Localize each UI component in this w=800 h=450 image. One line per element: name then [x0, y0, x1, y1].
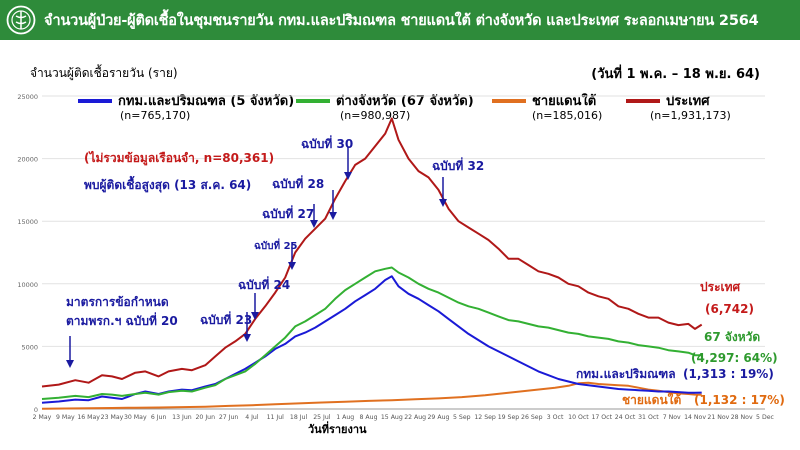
x-tick-label: 5 Sep: [453, 414, 471, 421]
x-tick-label: 17 Oct: [591, 414, 612, 421]
decree-arrowhead: [288, 262, 296, 270]
series-line: [41, 117, 703, 388]
legend-swatch-provinces: [296, 98, 330, 103]
x-tick-label: 15 Aug: [381, 414, 403, 421]
x-tick-label: 30 May: [124, 414, 147, 421]
page-title: จำนวนผู้ป่วย-ผู้ติดเชื้อในชุมชนรายวัน กท…: [44, 12, 759, 29]
x-tick-label: 18 Jul: [290, 414, 308, 421]
x-tick-label: 11 Jul: [267, 414, 285, 421]
decree-arrowhead: [310, 220, 318, 228]
decree-label: ฉบับที่ 30: [301, 135, 353, 151]
decree-label: ฉบับที่ 28: [272, 175, 324, 191]
x-tick-label: 22 Aug: [404, 414, 426, 421]
x-tick-label: 28 Nov: [731, 414, 753, 421]
x-tick-label: 27 Jun: [219, 414, 239, 421]
x-tick-label: 20 Jun: [196, 414, 216, 421]
decree-label: ฉบับที่ 23: [200, 311, 252, 327]
x-tick-label: 14 Nov: [684, 414, 706, 421]
legend-label-provinces: ต่างจังหวัด (67 จังหวัด): [336, 94, 474, 109]
x-tick-label: 16 May: [77, 414, 100, 421]
y-tick-label: 0: [34, 406, 38, 414]
x-axis-title: วันที่รายงาน: [308, 423, 367, 436]
x-tick-label: 4 Jul: [245, 414, 259, 421]
legend-label-bkk: กทม.และปริมณฑล (5 จังหวัด): [118, 94, 295, 109]
decree-arrowhead: [329, 212, 337, 220]
legend-label-country: ประเทศ: [666, 94, 710, 109]
note-prison-excluded: (ไม่รวมข้อมูลเรือนจำ, n=80,361): [84, 150, 274, 166]
measure-arrowhead: [66, 360, 74, 368]
y-tick-label: 20000: [17, 156, 38, 164]
y-tick-label: 15000: [17, 218, 38, 226]
legend-item-south: ชายแดนใต้: [492, 90, 596, 111]
end-value-country: (6,742): [705, 302, 754, 316]
legend-item-bkk: กทม.และปริมณฑล (5 จังหวัด): [78, 90, 294, 111]
x-tick-label: 5 Dec: [756, 414, 774, 421]
legend-n-bkk: (n=765,170): [120, 109, 191, 122]
y-tick-label: 25000: [17, 93, 38, 101]
x-tick-label: 1 Aug: [336, 414, 354, 421]
x-tick-label: 31 Oct: [638, 414, 659, 421]
x-tick-label: 12 Sep: [474, 414, 496, 421]
measure-label: มาตรการข้อกำหนด: [66, 295, 169, 309]
legend-label-south: ชายแดนใต้: [532, 94, 597, 109]
legend-swatch-south: [492, 98, 526, 103]
x-tick-label: 9 May: [56, 414, 75, 421]
x-tick-label: 19 Sep: [498, 414, 520, 421]
x-tick-label: 2 May: [33, 414, 52, 421]
end-label-provinces: 67 จังหวัด: [704, 330, 760, 344]
decree-label: ฉบับที่ 27: [262, 205, 314, 221]
x-tick-label: 6 Jun: [151, 414, 167, 421]
date-range: (วันที่ 1 พ.ค. – 18 พ.ย. 64): [591, 67, 760, 82]
end-label-bkk: กทม.และปริมณฑล: [576, 367, 676, 381]
end-value-provinces: (4,297: 64%): [691, 351, 778, 365]
x-tick-label: 13 Jun: [172, 414, 192, 421]
legend-swatch-bkk: [78, 98, 112, 103]
y-tick-label: 10000: [17, 281, 38, 289]
decree-arrowhead: [243, 334, 251, 342]
decree-arrowhead: [251, 312, 259, 320]
ministry-emblem-icon: [6, 5, 36, 35]
series-line: [41, 266, 702, 400]
legend-n-country: (n=1,931,173): [650, 109, 731, 122]
x-tick-label: 25 Jul: [313, 414, 331, 421]
x-tick-label: 24 Oct: [615, 414, 636, 421]
x-tick-label: 10 Oct: [568, 414, 589, 421]
x-tick-label: 3 Oct: [547, 414, 564, 421]
title-bar: จำนวนผู้ป่วย-ผู้ติดเชื้อในชุมชนรายวัน กท…: [0, 0, 800, 40]
y-axis-label: จำนวนผู้ติดเชื้อรายวัน (ราย): [30, 66, 178, 80]
note-peak: พบผู้ติดเชื้อสูงสุด (13 ส.ค. 64): [84, 175, 251, 193]
x-tick-label: 29 Aug: [428, 414, 450, 421]
x-tick-label: 23 May: [101, 414, 124, 421]
end-label-country: ประเทศ: [700, 280, 741, 294]
end-value-south: (1,132 : 17%): [694, 393, 785, 407]
decree-label: ฉบับที่ 24: [238, 276, 290, 292]
decree-arrowhead: [344, 172, 352, 180]
legend-swatch-country: [626, 98, 660, 103]
legend-item-provinces: ต่างจังหวัด (67 จังหวัด): [296, 90, 474, 111]
y-tick-label: 5000: [21, 343, 38, 351]
decree-label: ฉบับที่ 25: [254, 238, 298, 252]
legend-item-country: ประเทศ: [626, 90, 709, 111]
x-tick-label: 7 Nov: [663, 414, 681, 421]
decree-label: ฉบับที่ 32: [432, 157, 484, 173]
x-tick-label: 21 Nov: [707, 414, 729, 421]
end-value-bkk: (1,313 : 19%): [683, 367, 774, 381]
legend-n-south: (n=185,016): [532, 109, 603, 122]
decree-arrowhead: [439, 199, 447, 207]
x-tick-label: 8 Aug: [360, 414, 378, 421]
series-line: [41, 381, 702, 410]
measure-label: ตามพรก.ฯ ฉบับที่ 20: [66, 312, 178, 328]
end-label-south: ชายแดนใต้: [622, 392, 682, 407]
x-tick-label: 26 Sep: [521, 414, 543, 421]
